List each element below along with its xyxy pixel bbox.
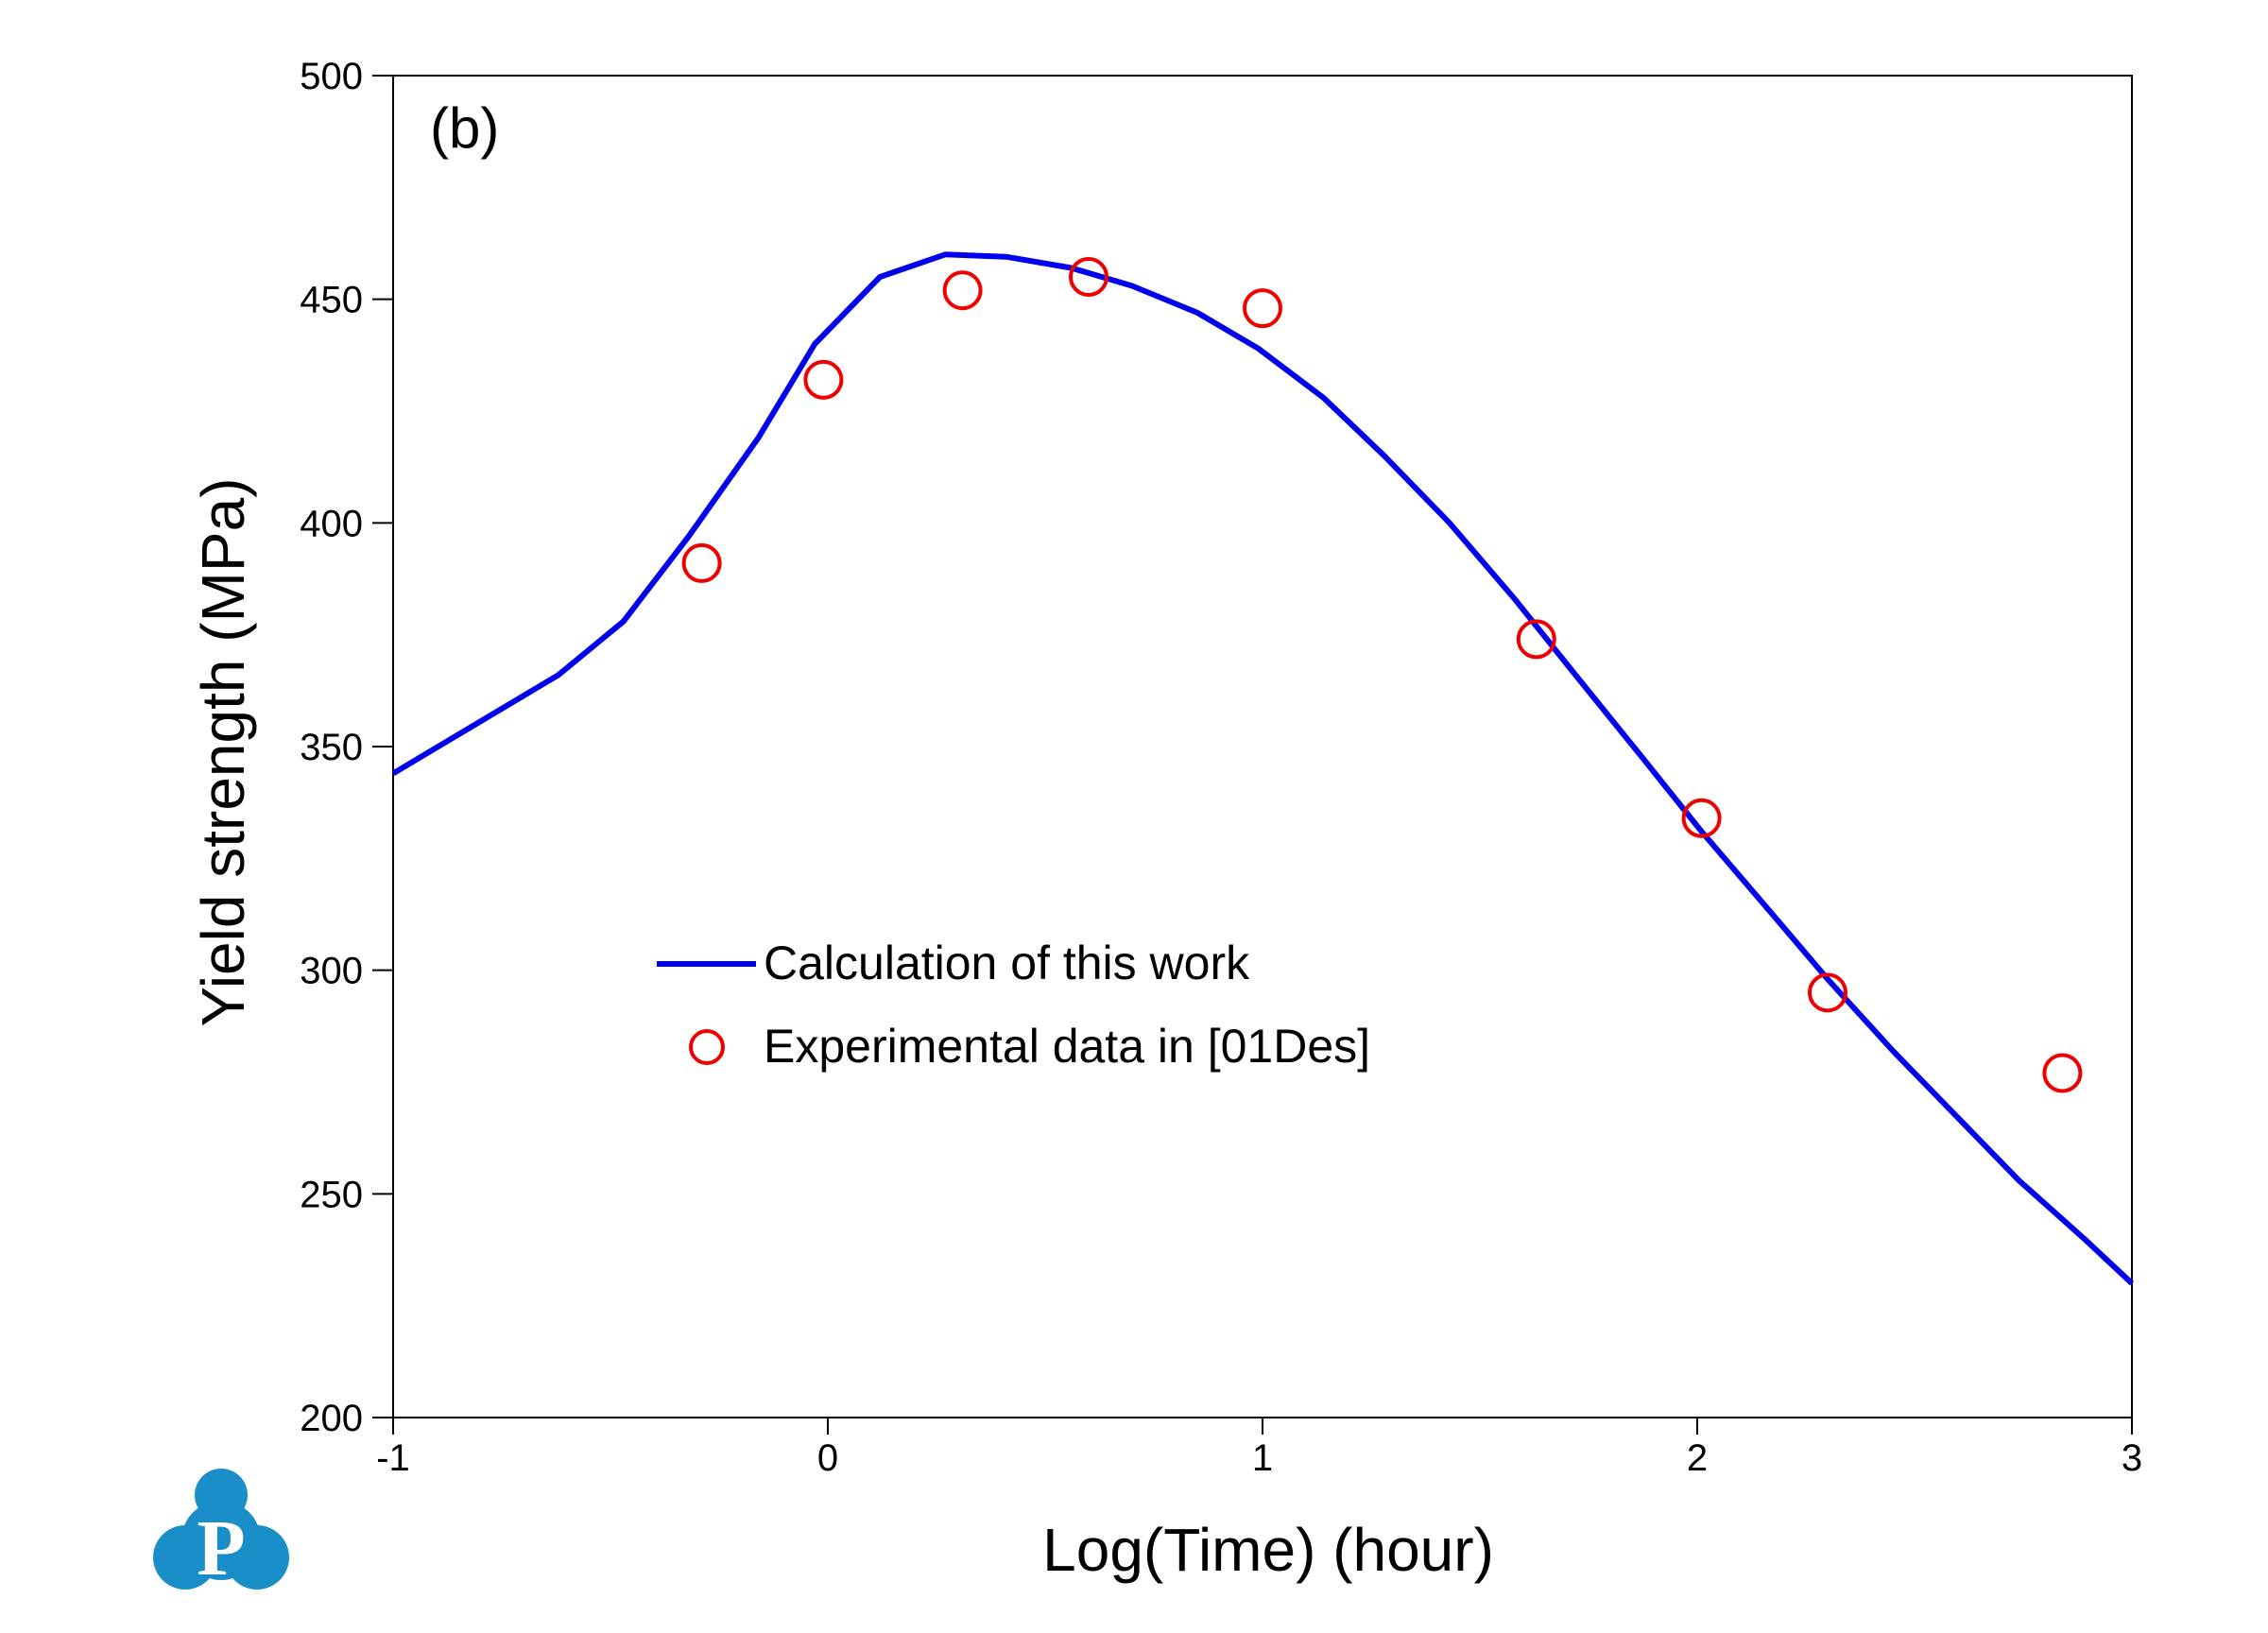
experimental-point bbox=[681, 542, 722, 583]
x-axis-title: Log(Time) (hour) bbox=[1042, 1516, 1494, 1584]
experimental-point bbox=[803, 359, 844, 400]
y-tick-label: 250 bbox=[300, 1174, 363, 1215]
legend: Calculation of this work Experimental da… bbox=[657, 937, 1370, 1073]
y-tick-label: 400 bbox=[300, 503, 363, 544]
x-tick-label: -1 bbox=[376, 1437, 410, 1479]
panel-label: (b) bbox=[430, 96, 499, 160]
x-tick-label: 0 bbox=[817, 1437, 838, 1479]
experimental-point bbox=[942, 270, 983, 311]
experimental-point bbox=[1069, 257, 1108, 297]
calculation-line bbox=[391, 251, 2135, 1286]
x-tick-label: 3 bbox=[2122, 1437, 2142, 1479]
legend-marker-swatch bbox=[689, 1029, 725, 1065]
x-axis-ticks: -1 0 1 2 3 bbox=[376, 1418, 2142, 1479]
y-tick-label: 200 bbox=[300, 1398, 363, 1439]
experimental-point bbox=[1243, 288, 1282, 329]
y-tick-label: 350 bbox=[300, 727, 363, 768]
y-tick-label: 300 bbox=[300, 951, 363, 992]
y-tick-label: 500 bbox=[300, 56, 363, 97]
legend-label-experimental: Experimental data in [01Des] bbox=[764, 1020, 1370, 1073]
logo-letter: P bbox=[197, 1504, 245, 1592]
plot-frame bbox=[392, 75, 2133, 1418]
experimental-point bbox=[1681, 798, 1722, 838]
logo-center-lobe bbox=[181, 1501, 261, 1580]
x-tick-label: 2 bbox=[1687, 1437, 1708, 1479]
y-axis-ticks: 200 250 300 350 400 450 500 bbox=[300, 56, 393, 1439]
logo-icon: P bbox=[153, 1469, 289, 1592]
data-series bbox=[391, 251, 2135, 1286]
experimental-point bbox=[1808, 972, 1847, 1013]
experimental-point bbox=[1516, 619, 1556, 660]
legend-label-calculation: Calculation of this work bbox=[764, 937, 1250, 989]
axes bbox=[392, 75, 2133, 1418]
experimental-point bbox=[2042, 1053, 2083, 1093]
x-tick-label: 1 bbox=[1252, 1437, 1273, 1479]
y-tick-label: 450 bbox=[300, 280, 363, 321]
y-axis-title: Yield strength (MPa) bbox=[189, 478, 257, 1027]
